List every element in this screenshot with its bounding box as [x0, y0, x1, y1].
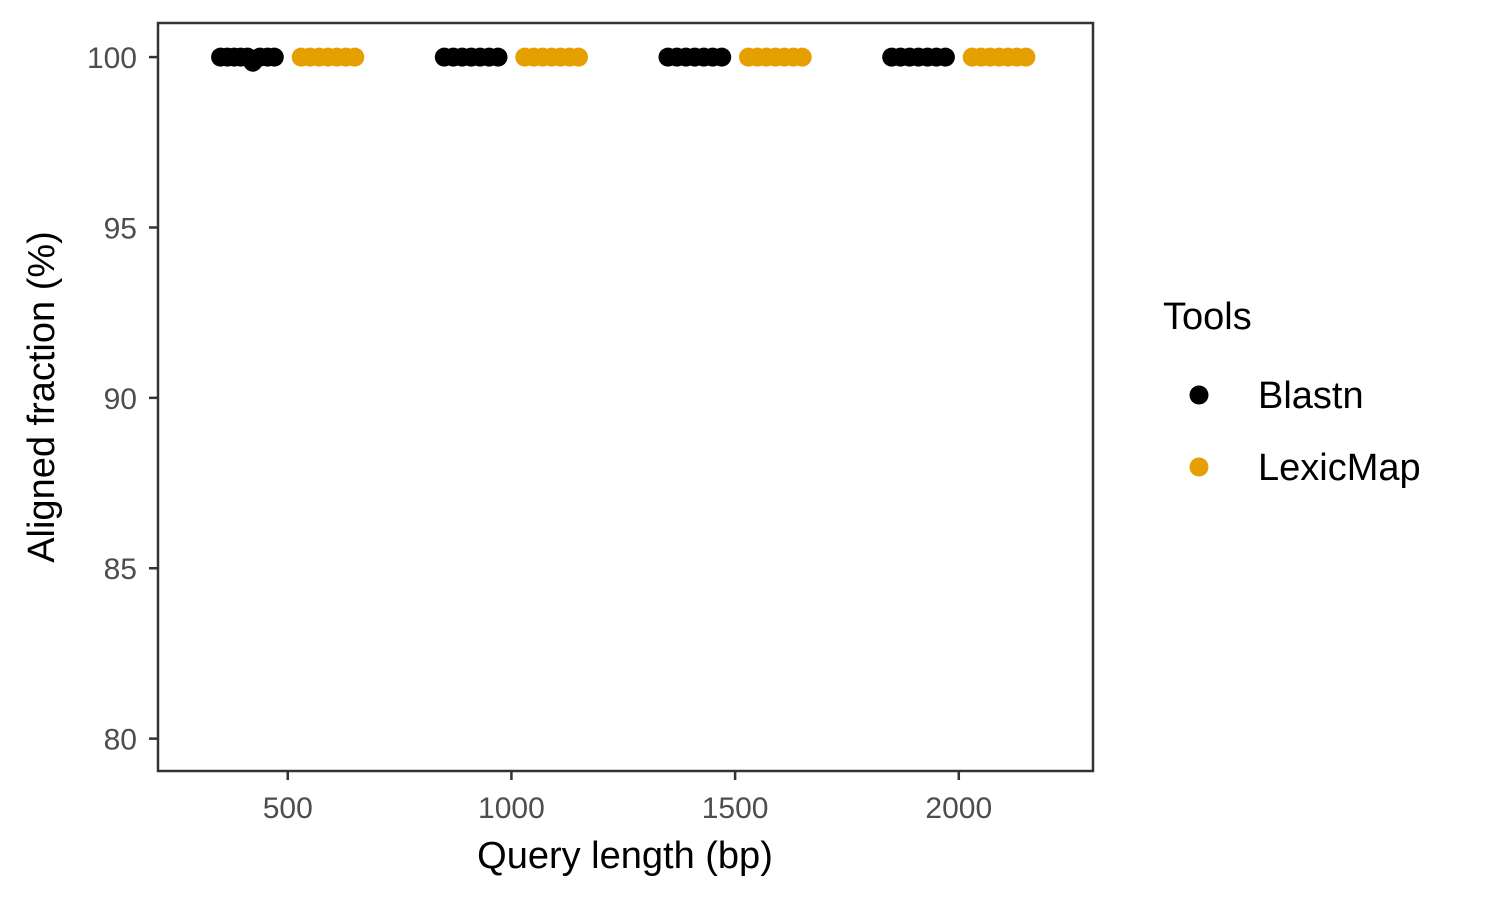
y-tick-label: 85	[104, 553, 137, 586]
y-tick-label: 95	[104, 212, 137, 245]
legend: Tools Blastn LexicMap	[1163, 296, 1421, 489]
x-tick-label: 1000	[478, 792, 545, 825]
plot-panel	[156, 21, 1095, 773]
data-point-blastn-22	[712, 47, 732, 67]
data-point-lexicmap-27	[1016, 47, 1036, 67]
points-layer	[211, 47, 1036, 72]
legend-key-lexicmap	[1189, 457, 1209, 477]
legend-label-blastn: Blastn	[1258, 375, 1364, 417]
data-point-blastn-15	[488, 47, 508, 67]
data-point-blastn-8	[264, 47, 284, 67]
data-point-lexicmap-13	[569, 47, 588, 67]
legend-items: Blastn LexicMap	[1189, 375, 1421, 489]
series-lexicmap	[291, 47, 1036, 67]
y-axis: 80 85 90 95 100	[87, 42, 158, 757]
legend-title: Tools	[1163, 296, 1252, 338]
x-tick-label: 2000	[925, 792, 992, 825]
x-tick-label: 500	[263, 792, 313, 825]
series-blastn	[211, 47, 955, 72]
y-axis-title: Aligned fraction (%)	[21, 231, 63, 563]
data-point-lexicmap-6	[345, 47, 365, 67]
y-tick-label: 90	[104, 383, 137, 416]
data-point-blastn-29	[935, 47, 955, 67]
y-tick-label: 100	[87, 42, 137, 75]
y-tick-label: 80	[104, 724, 137, 757]
x-tick-label: 1500	[702, 792, 769, 825]
data-point-lexicmap-20	[792, 47, 812, 67]
x-axis-title: Query length (bp)	[477, 835, 773, 877]
legend-label-lexicmap: LexicMap	[1258, 447, 1421, 489]
legend-key-blastn	[1189, 385, 1209, 405]
x-axis: 500 1000 1500 2000	[263, 771, 992, 825]
